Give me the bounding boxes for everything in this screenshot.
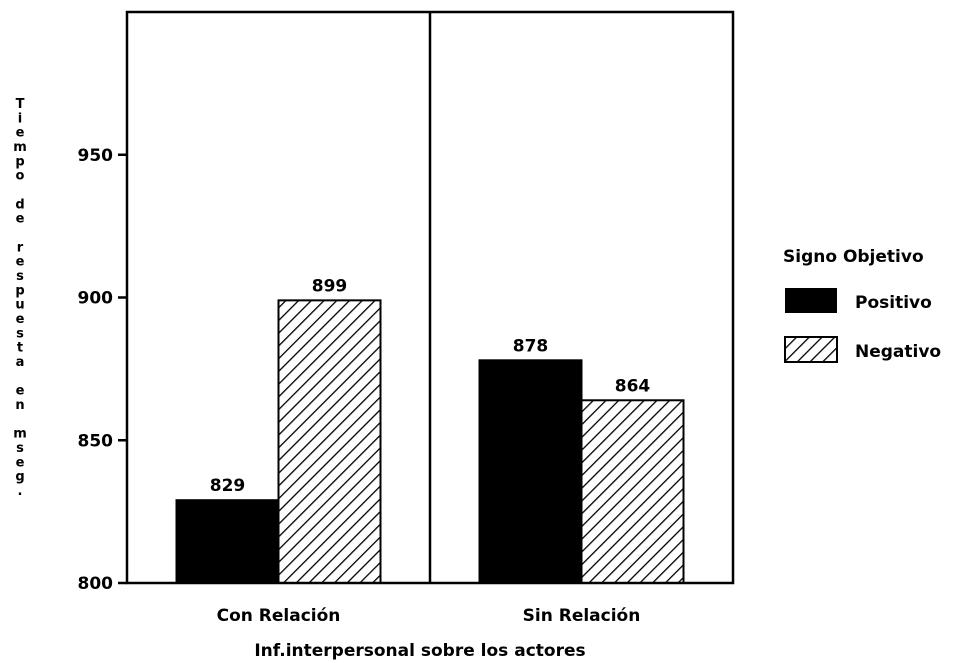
legend-swatch-positivo <box>785 288 837 313</box>
data-label-positivo-1: 878 <box>513 336 549 356</box>
data-label-negativo-0: 899 <box>312 276 348 296</box>
bar-positivo-0 <box>175 499 280 584</box>
axes-layer: 800 850 900 950 <box>78 10 735 594</box>
x-tick-label-sin-relacion: Sin Relación <box>523 606 641 626</box>
bar-positivo-1 <box>478 359 583 584</box>
x-tick-label-con-relacion: Con Relación <box>217 606 341 626</box>
legend: Signo Objetivo Positivo Negativo <box>783 247 941 363</box>
x-axis-title: Inf.interpersonal sobre los actores <box>254 641 585 661</box>
bar-negativo-0 <box>277 299 382 584</box>
y-tick-label-800: 800 <box>78 574 114 594</box>
bar-negativo-1 <box>580 399 685 584</box>
data-label-negativo-1: 864 <box>615 376 651 396</box>
legend-label-positivo: Positivo <box>855 293 932 313</box>
legend-label-negativo: Negativo <box>855 342 941 362</box>
data-label-positivo-0: 829 <box>210 476 246 496</box>
bars-layer: 829 899 878 864 <box>175 276 685 584</box>
legend-swatch-negativo <box>784 336 838 363</box>
y-tick-label-950: 950 <box>78 146 114 166</box>
y-tick-label-850: 850 <box>78 431 114 451</box>
y-tick-label-900: 900 <box>78 289 114 309</box>
legend-title: Signo Objetivo <box>783 247 924 267</box>
